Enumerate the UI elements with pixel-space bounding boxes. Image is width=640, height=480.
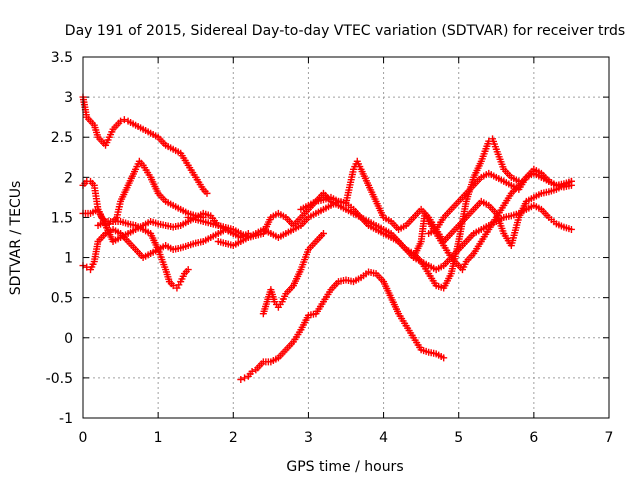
x-tick-label: 0 <box>79 430 88 446</box>
x-tick-label: 1 <box>154 430 163 446</box>
y-axis-label: SDTVAR / TECUs <box>8 181 24 296</box>
y-tick-labels: -1 -0.5 0 0.5 1 1.5 2 2.5 3 3.5 <box>46 50 73 427</box>
y-tick-label: 2 <box>64 170 73 186</box>
x-tick-label: 4 <box>379 430 388 446</box>
data-point-sat-h <box>440 354 448 362</box>
y-tick-label: -0.5 <box>46 371 73 387</box>
y-tick-label: 3.5 <box>51 50 73 66</box>
x-tick-label: 2 <box>229 430 238 446</box>
chart-title: Day 191 of 2015, Sidereal Day-to-day VTE… <box>65 23 625 39</box>
data-point-sat-e <box>169 282 177 290</box>
grid-lines <box>83 57 609 418</box>
x-tick-labels: 0 1 2 3 4 5 6 7 <box>79 430 614 446</box>
y-tick-label: 2.5 <box>51 130 73 146</box>
x-tick-label: 5 <box>454 430 463 446</box>
data-point-sat-a <box>203 189 211 197</box>
x-tick-label: 3 <box>304 430 313 446</box>
x-tick-label: 6 <box>529 430 538 446</box>
y-tick-label: 0 <box>64 331 73 347</box>
data-point-sat-h <box>248 367 256 375</box>
axis-ticks <box>82 56 610 419</box>
y-tick-label: 3 <box>64 90 73 106</box>
data-point-sat-i <box>319 229 327 237</box>
data-point-sat-a <box>120 116 128 124</box>
y-tick-label: 1.5 <box>51 210 73 226</box>
data-point-sat-e <box>184 266 192 274</box>
y-tick-label: 0.5 <box>51 291 73 307</box>
y-tick-label: 1 <box>64 251 73 267</box>
x-tick-label: 7 <box>605 430 614 446</box>
plot-frame <box>82 56 610 419</box>
data-point-sat-a <box>117 117 125 125</box>
data-point-sat-h <box>237 375 245 383</box>
x-axis-label: GPS time / hours <box>286 459 403 475</box>
data-point-sat-l <box>567 181 575 189</box>
data-points <box>79 93 575 383</box>
y-tick-label: -1 <box>59 411 73 427</box>
data-point-sat-g <box>567 225 575 233</box>
data-point-sat-h <box>241 374 249 382</box>
